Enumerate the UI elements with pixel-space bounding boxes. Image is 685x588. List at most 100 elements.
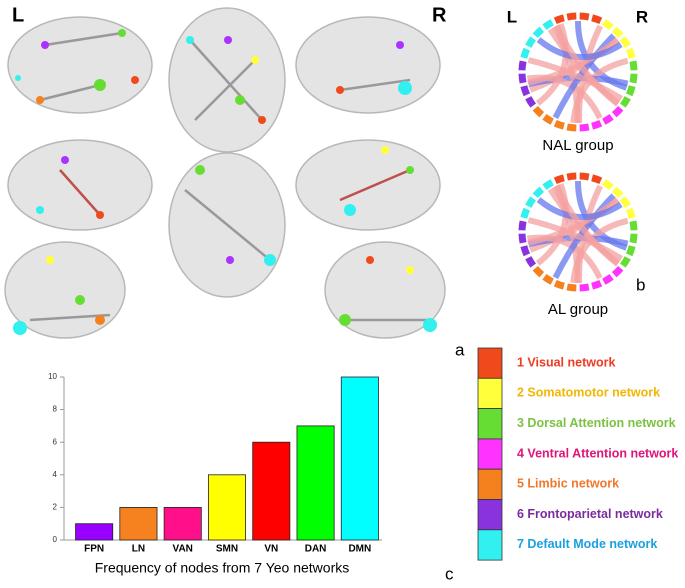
- chord-segment: [518, 73, 527, 84]
- chord-link: [536, 197, 623, 221]
- chord-segment: [566, 283, 577, 292]
- legend-swatch: [477, 529, 503, 561]
- x-tick-label: LN: [132, 544, 145, 555]
- brain-left-lateral: [7, 16, 153, 114]
- chord-segment: [553, 174, 565, 185]
- brain-anterior: [4, 241, 126, 339]
- chord-segment: [579, 172, 590, 181]
- chord-segment: [629, 60, 638, 71]
- x-tick-label: FPN: [84, 544, 104, 555]
- chord-link: [527, 37, 620, 86]
- legend-label: 7 Default Mode network: [517, 537, 657, 551]
- chord-segment: [591, 119, 603, 130]
- panel-label: b: [636, 275, 645, 294]
- chord-link: [553, 184, 620, 266]
- chord-segment: [591, 174, 603, 185]
- chord-segment: [566, 12, 577, 21]
- chord-segment: [625, 47, 636, 59]
- legend-swatch: [477, 438, 503, 470]
- chord-segment: [602, 179, 614, 191]
- y-tick-label: 10: [48, 372, 57, 381]
- chord-segment: [611, 26, 624, 39]
- chord-link: [527, 57, 624, 102]
- chord-segment: [625, 207, 636, 219]
- legend-swatch: [477, 408, 503, 440]
- chord-caption: NAL group: [542, 137, 613, 154]
- chord-segment: [525, 196, 537, 208]
- y-tick-label: 4: [53, 470, 58, 479]
- x-tick-label: DAN: [305, 544, 327, 555]
- chord-caption: AL group: [548, 301, 608, 318]
- chord-segment: [602, 19, 614, 31]
- chord-segment: [629, 73, 638, 84]
- legend-swatch: [477, 499, 503, 531]
- legend-swatch: [477, 468, 503, 500]
- chord-link: [552, 33, 616, 120]
- bar: [75, 523, 114, 541]
- chord-segment: [566, 172, 577, 181]
- right-label: R: [432, 4, 447, 26]
- chord-segment: [525, 96, 537, 108]
- panel-label: a: [455, 340, 465, 359]
- bar: [163, 506, 202, 541]
- chord-segment: [532, 105, 545, 118]
- panel-label: c: [445, 564, 454, 583]
- chord-segment: [553, 119, 565, 130]
- chord-segment: [520, 85, 531, 97]
- legend-label: 4 Ventral Attention network: [517, 446, 678, 460]
- chord-segment: [579, 283, 590, 292]
- chord-link: [527, 217, 624, 262]
- x-tick-label: DMN: [348, 544, 371, 555]
- chord-segment: [520, 245, 531, 257]
- y-tick-label: 2: [53, 503, 58, 512]
- brain-right-medial: [295, 139, 441, 231]
- brain-right-lateral: [295, 16, 441, 114]
- chord-segment: [602, 113, 614, 125]
- chord-segment: [518, 233, 527, 244]
- chord-segment: [591, 14, 603, 25]
- bar: [296, 425, 335, 541]
- chord-segment: [525, 256, 537, 268]
- chord-segment: [591, 279, 603, 290]
- chord-segment: [520, 207, 531, 219]
- chord-segment: [532, 186, 545, 199]
- chord-diagrams: [518, 12, 638, 292]
- y-tick-label: 6: [53, 437, 58, 446]
- legend-label: 6 Frontoparietal network: [517, 507, 663, 521]
- chord-right-label: R: [636, 7, 648, 26]
- chord-segment: [525, 36, 537, 48]
- x-tick-label: VN: [264, 544, 278, 555]
- chord-segment: [602, 273, 614, 285]
- legend-label: 1 Visual network: [517, 355, 615, 369]
- bar: [340, 376, 379, 541]
- bar: [119, 506, 158, 541]
- chord-segment: [629, 220, 638, 231]
- bar: [207, 474, 246, 541]
- chord-segment: [542, 179, 554, 191]
- y-tick-label: 0: [53, 535, 58, 544]
- y-tick-label: 8: [53, 405, 58, 414]
- legend-label: 5 Limbic network: [517, 477, 619, 491]
- chord-segment: [553, 14, 565, 25]
- legend-swatch: [477, 347, 503, 379]
- x-axis-title: Frequency of nodes from 7 Yeo networks: [95, 560, 349, 576]
- chord-segment: [579, 123, 590, 132]
- chord-segment: [542, 113, 554, 125]
- legend-swatch: [477, 377, 503, 409]
- chord-segment: [542, 19, 554, 31]
- chord-segment: [553, 279, 565, 290]
- brain-views: [4, 7, 446, 339]
- legend-label: 2 Somatomotor network: [517, 386, 660, 400]
- x-tick-label: VAN: [173, 544, 193, 555]
- x-tick-label: SMN: [216, 544, 238, 555]
- chord-left-label: L: [507, 7, 517, 26]
- brain-left-medial: [7, 139, 153, 231]
- chord-segment: [619, 256, 631, 268]
- chord-segment: [619, 96, 631, 108]
- chord-segment: [520, 47, 531, 59]
- legend-label: 3 Dorsal Attention network: [517, 416, 676, 430]
- chord-segment: [518, 220, 527, 231]
- chord-segment: [532, 265, 545, 278]
- chord-segment: [579, 12, 590, 21]
